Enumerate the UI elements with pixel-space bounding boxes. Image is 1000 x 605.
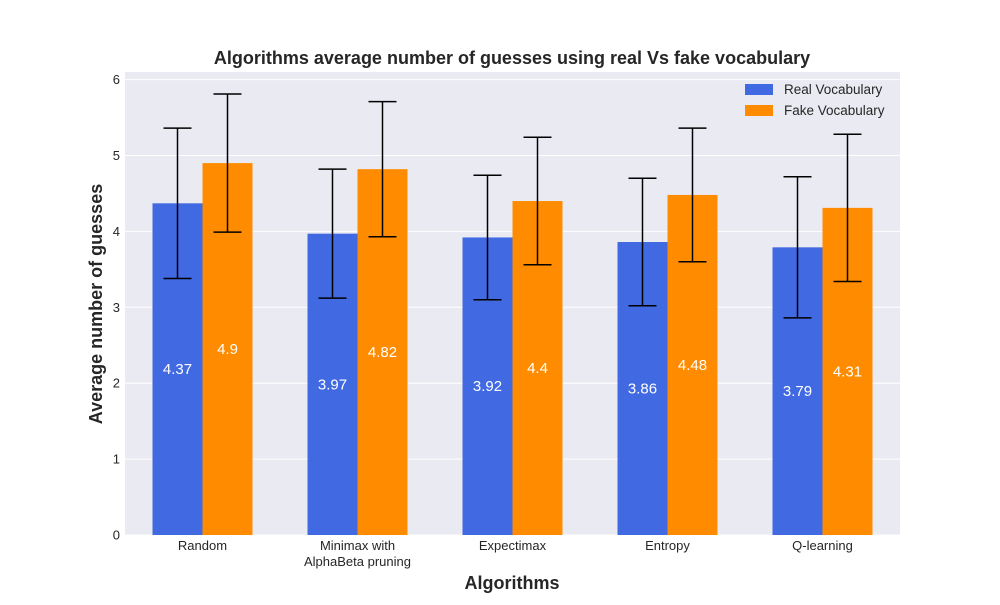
- bar-value-label: 3.92: [473, 378, 502, 395]
- x-tick-label: Entropy: [645, 538, 690, 553]
- legend-label: Real Vocabulary: [784, 82, 883, 97]
- y-tick-label: 3: [113, 300, 120, 315]
- x-tick-label: Random: [178, 538, 227, 553]
- y-tick-label: 1: [113, 452, 120, 467]
- bar-value-label: 3.86: [628, 381, 657, 398]
- bar-value-label: 4.31: [833, 363, 862, 380]
- x-tick-label: Minimax with AlphaBeta pruning: [304, 538, 411, 569]
- y-tick-label: 6: [113, 72, 120, 87]
- x-tick-label: Expectimax: [479, 538, 547, 553]
- x-tick-label: Q-learning: [792, 538, 853, 553]
- y-ticks: 0 1 2 3 4 5 6: [113, 72, 120, 542]
- legend-swatch: [745, 84, 773, 95]
- x-axis-label: Algorithms: [464, 573, 559, 593]
- x-ticks: Random Minimax with AlphaBeta pruning Expec…: [178, 538, 853, 569]
- y-tick-label: 4: [113, 224, 120, 239]
- y-tick-label: 0: [113, 528, 120, 543]
- legend: Real Vocabulary Fake Vocabulary: [745, 82, 885, 118]
- bar-value-label: 4.4: [527, 360, 548, 377]
- bar-value-label: 4.9: [217, 341, 238, 358]
- y-tick-label: 5: [113, 148, 120, 163]
- bar-value-label: 4.37: [163, 361, 192, 378]
- chart-title: Algorithms average number of guesses usi…: [214, 48, 810, 68]
- legend-swatch: [745, 105, 773, 116]
- y-tick-label: 2: [113, 376, 120, 391]
- legend-label: Fake Vocabulary: [784, 103, 885, 118]
- error-bars: [163, 93, 862, 319]
- bar-value-label: 4.82: [368, 344, 397, 361]
- bar-value-label: 3.79: [783, 383, 812, 400]
- y-axis-label: Average number of guesses: [86, 184, 106, 424]
- bar-value-label: 4.48: [678, 357, 707, 374]
- bar-value-label: 3.97: [318, 376, 347, 393]
